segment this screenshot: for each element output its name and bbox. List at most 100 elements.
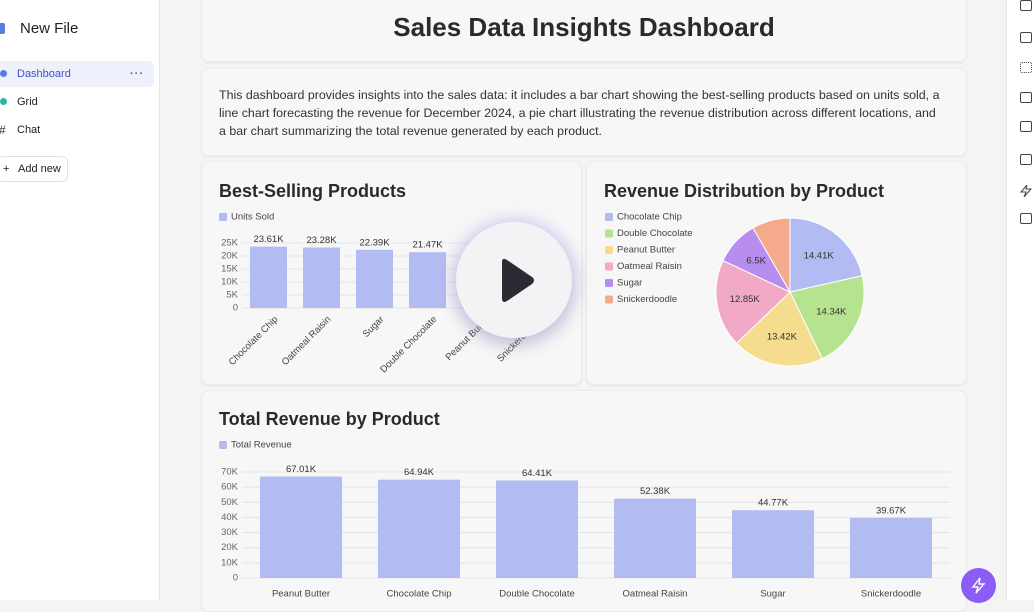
chart-card: Revenue Distribution by Product Chocolate… [586, 161, 967, 385]
x-tick-label: Peanut Butter [272, 589, 330, 600]
nav-label: Grid [17, 96, 38, 108]
tool-icon[interactable] [1020, 92, 1032, 103]
chart: Revenue Distribution by Product Chocolate… [604, 181, 884, 367]
y-tick-label: 30K [221, 527, 239, 538]
legend-swatch [605, 246, 613, 254]
tool-icon[interactable] [1020, 62, 1032, 73]
pie-slice [735, 291, 823, 367]
y-tick-label: 60K [221, 482, 239, 493]
legend-label: Peanut Butter [617, 245, 675, 256]
nav-label: Dashboard [17, 68, 71, 80]
nav-item[interactable]: Dashboard ··· [0, 61, 154, 87]
file-title[interactable]: New File [20, 20, 79, 37]
tool-icon[interactable] [1020, 154, 1032, 165]
legend-swatch [605, 279, 613, 287]
x-tick-label: Sugar [760, 589, 785, 600]
y-tick-label: 0 [233, 573, 238, 584]
x-tick-label: Double Chocolate [499, 589, 575, 600]
nav-item[interactable]: Grid [0, 89, 154, 115]
legend-label: Oatmeal Raisin [617, 261, 682, 272]
legend-label: Sugar [617, 278, 642, 289]
bar [732, 510, 814, 578]
chart-title: Best-Selling Products [219, 181, 406, 201]
bar [409, 252, 446, 308]
bar [378, 479, 460, 578]
x-tick-label: Chocolate Chip [387, 589, 452, 600]
slice-label: 14.34K [816, 306, 847, 317]
play-button[interactable] [456, 222, 572, 338]
y-tick-label: 10K [221, 277, 239, 288]
pie-slice [789, 217, 863, 293]
chart-title: Revenue Distribution by Product [604, 181, 884, 201]
description: This dashboard provides insights into th… [219, 88, 940, 138]
value-label: 23.28K [306, 235, 337, 246]
pie-slice [789, 275, 865, 360]
nav-item[interactable]: # Chat [0, 117, 154, 143]
y-tick-label: 40K [221, 512, 239, 523]
chart-card: Total Revenue by Product 0 10K 20K 30K 40K 50K… [201, 390, 967, 612]
y-tick-label: 70K [221, 467, 239, 478]
legend-label: Double Chocolate [617, 228, 693, 239]
value-label: 21.47K [412, 240, 443, 251]
value-label: 52.38K [640, 486, 671, 497]
slice-label: 13.42K [767, 332, 798, 343]
pie-slice [715, 259, 791, 344]
chart-title: Total Revenue by Product [219, 409, 440, 429]
y-tick-label: 5K [226, 290, 238, 301]
legend-swatch [219, 213, 227, 221]
chart: Total Revenue by Product 0 10K 20K 30K 40K 50K… [219, 409, 950, 600]
bar [850, 517, 932, 578]
legend-label: Total Revenue [231, 440, 292, 451]
bar [303, 247, 340, 308]
add-icon: + [3, 163, 10, 175]
y-tick-label: 20K [221, 251, 239, 262]
value-label: 64.41K [522, 468, 553, 479]
ai-button[interactable] [961, 568, 996, 603]
legend-swatch [605, 213, 613, 221]
bolt [1019, 184, 1033, 198]
bar [496, 480, 578, 578]
tool-icon[interactable] [1019, 184, 1033, 198]
value-label: 22.39K [359, 237, 390, 248]
bar [356, 249, 393, 308]
tool-icon[interactable] [1020, 0, 1032, 11]
y-tick-label: 0 [233, 303, 238, 314]
x-tick-label: Oatmeal Raisin [280, 314, 334, 368]
bar [260, 476, 342, 578]
x-tick-label: Sugar [361, 314, 387, 340]
more-button[interactable]: ··· [130, 68, 144, 80]
bar [250, 246, 287, 308]
y-tick-label: 25K [221, 238, 239, 249]
header-card: Sales Data Insights Dashboard [201, 0, 967, 62]
nav-icon [0, 70, 7, 77]
sidebar: New File Dashboard ··· Grid # Chat + Add ne… [0, 0, 160, 600]
tool-icon[interactable] [1020, 213, 1032, 224]
tool-icon[interactable] [1020, 32, 1032, 43]
y-tick-label: 15K [221, 264, 239, 275]
pie-slice [752, 217, 791, 294]
bolt [971, 577, 986, 594]
play-triangle [502, 258, 534, 302]
x-tick-label: Chocolate Chip [227, 314, 281, 368]
value-label: 67.01K [286, 464, 317, 475]
legend-label: Chocolate Chip [617, 212, 682, 223]
logo [0, 23, 5, 34]
slice-label: 14.41K [804, 251, 835, 262]
dashboard-title: Sales Data Insights Dashboard [393, 12, 775, 42]
nav-icon: # [0, 117, 6, 143]
x-tick-label: Snickerdoodle [861, 589, 921, 600]
add-button[interactable]: + Add new [0, 156, 68, 182]
slice-label: 6.5K [746, 256, 766, 267]
legend-swatch [605, 295, 613, 304]
value-label: 39.67K [876, 505, 907, 516]
value-label: 64.94K [404, 467, 435, 478]
y-tick-label: 50K [221, 497, 239, 508]
value-label: 44.77K [758, 498, 789, 509]
legend-swatch [219, 441, 227, 449]
bolt-icon [1019, 184, 1033, 198]
value-label: 23.61K [253, 234, 284, 245]
tool-icon[interactable] [1020, 121, 1032, 132]
bar [614, 498, 696, 578]
nav-icon [0, 98, 7, 105]
